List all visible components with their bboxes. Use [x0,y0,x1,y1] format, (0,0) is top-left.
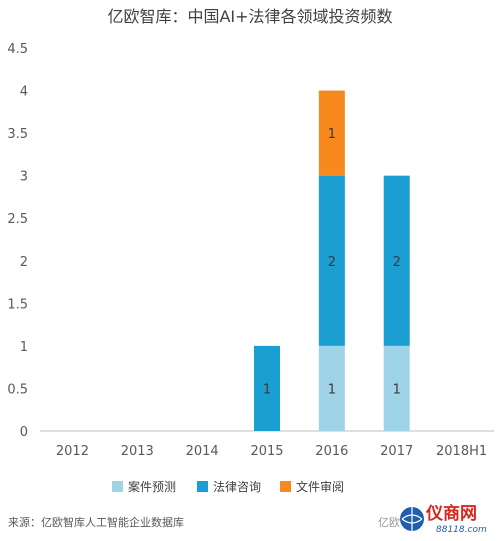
data-label: 1 [328,127,336,142]
y-tick-label: 4 [20,85,28,100]
bar-segment [383,345,410,431]
legend-swatch [112,481,123,492]
x-tick-label: 2012 [56,444,89,459]
y-tick-label: 4.5 [7,42,28,57]
y-axis: 0 0.5 1 1.5 2 2.5 3 3.5 4 4.5 [7,42,28,440]
x-tick-label: 2013 [121,444,154,459]
y-tick-label: 2.5 [7,212,28,227]
source-note: 来源：亿欧智库人工智能企业数据库 [8,516,184,529]
x-tick-label: 2018H1 [436,444,487,459]
y-tick-label: 1.5 [7,297,28,312]
bar-segment [318,345,345,431]
watermark-tag: 亿欧 [378,516,400,529]
bar-segment [254,345,280,431]
y-tick-label: 3 [20,170,28,185]
legend-label: 法律咨询 [213,479,261,494]
data-label: 2 [393,255,401,270]
legend-swatch [280,481,291,492]
y-tick-label: 0.5 [7,382,28,397]
watermark-logo: 仪商网 88118.com [400,503,487,535]
legend: 案件预测 法律咨询 文件审阅 [112,479,344,494]
x-tick-label: 2017 [380,444,413,459]
y-tick-label: 0 [20,425,28,440]
data-label: 2 [328,255,336,270]
bars: 1 1 2 1 1 2 [254,90,410,431]
bar-segment [318,175,345,346]
y-tick-label: 2 [20,255,28,270]
data-label: 1 [328,382,336,397]
legend-label: 案件预测 [128,479,176,494]
y-tick-label: 1 [20,340,28,355]
watermark-brand: 仪商网 [425,503,477,524]
data-label: 1 [263,382,271,397]
legend-label: 文件审阅 [296,479,344,494]
x-tick-label: 2014 [186,444,219,459]
y-tick-label: 3.5 [7,127,28,142]
bar-segment [383,175,410,346]
x-axis: 2012 2013 2014 2015 2016 2017 2018H1 [56,444,487,459]
data-label: 1 [393,382,401,397]
watermark-url: 88118.com [436,525,487,535]
x-tick-label: 2015 [250,444,283,459]
x-tick-label: 2016 [315,444,348,459]
chart-title: 亿欧智库：中国AI+法律各领域投资频数 [107,7,392,26]
legend-swatch [197,481,208,492]
bar-segment [318,90,345,176]
